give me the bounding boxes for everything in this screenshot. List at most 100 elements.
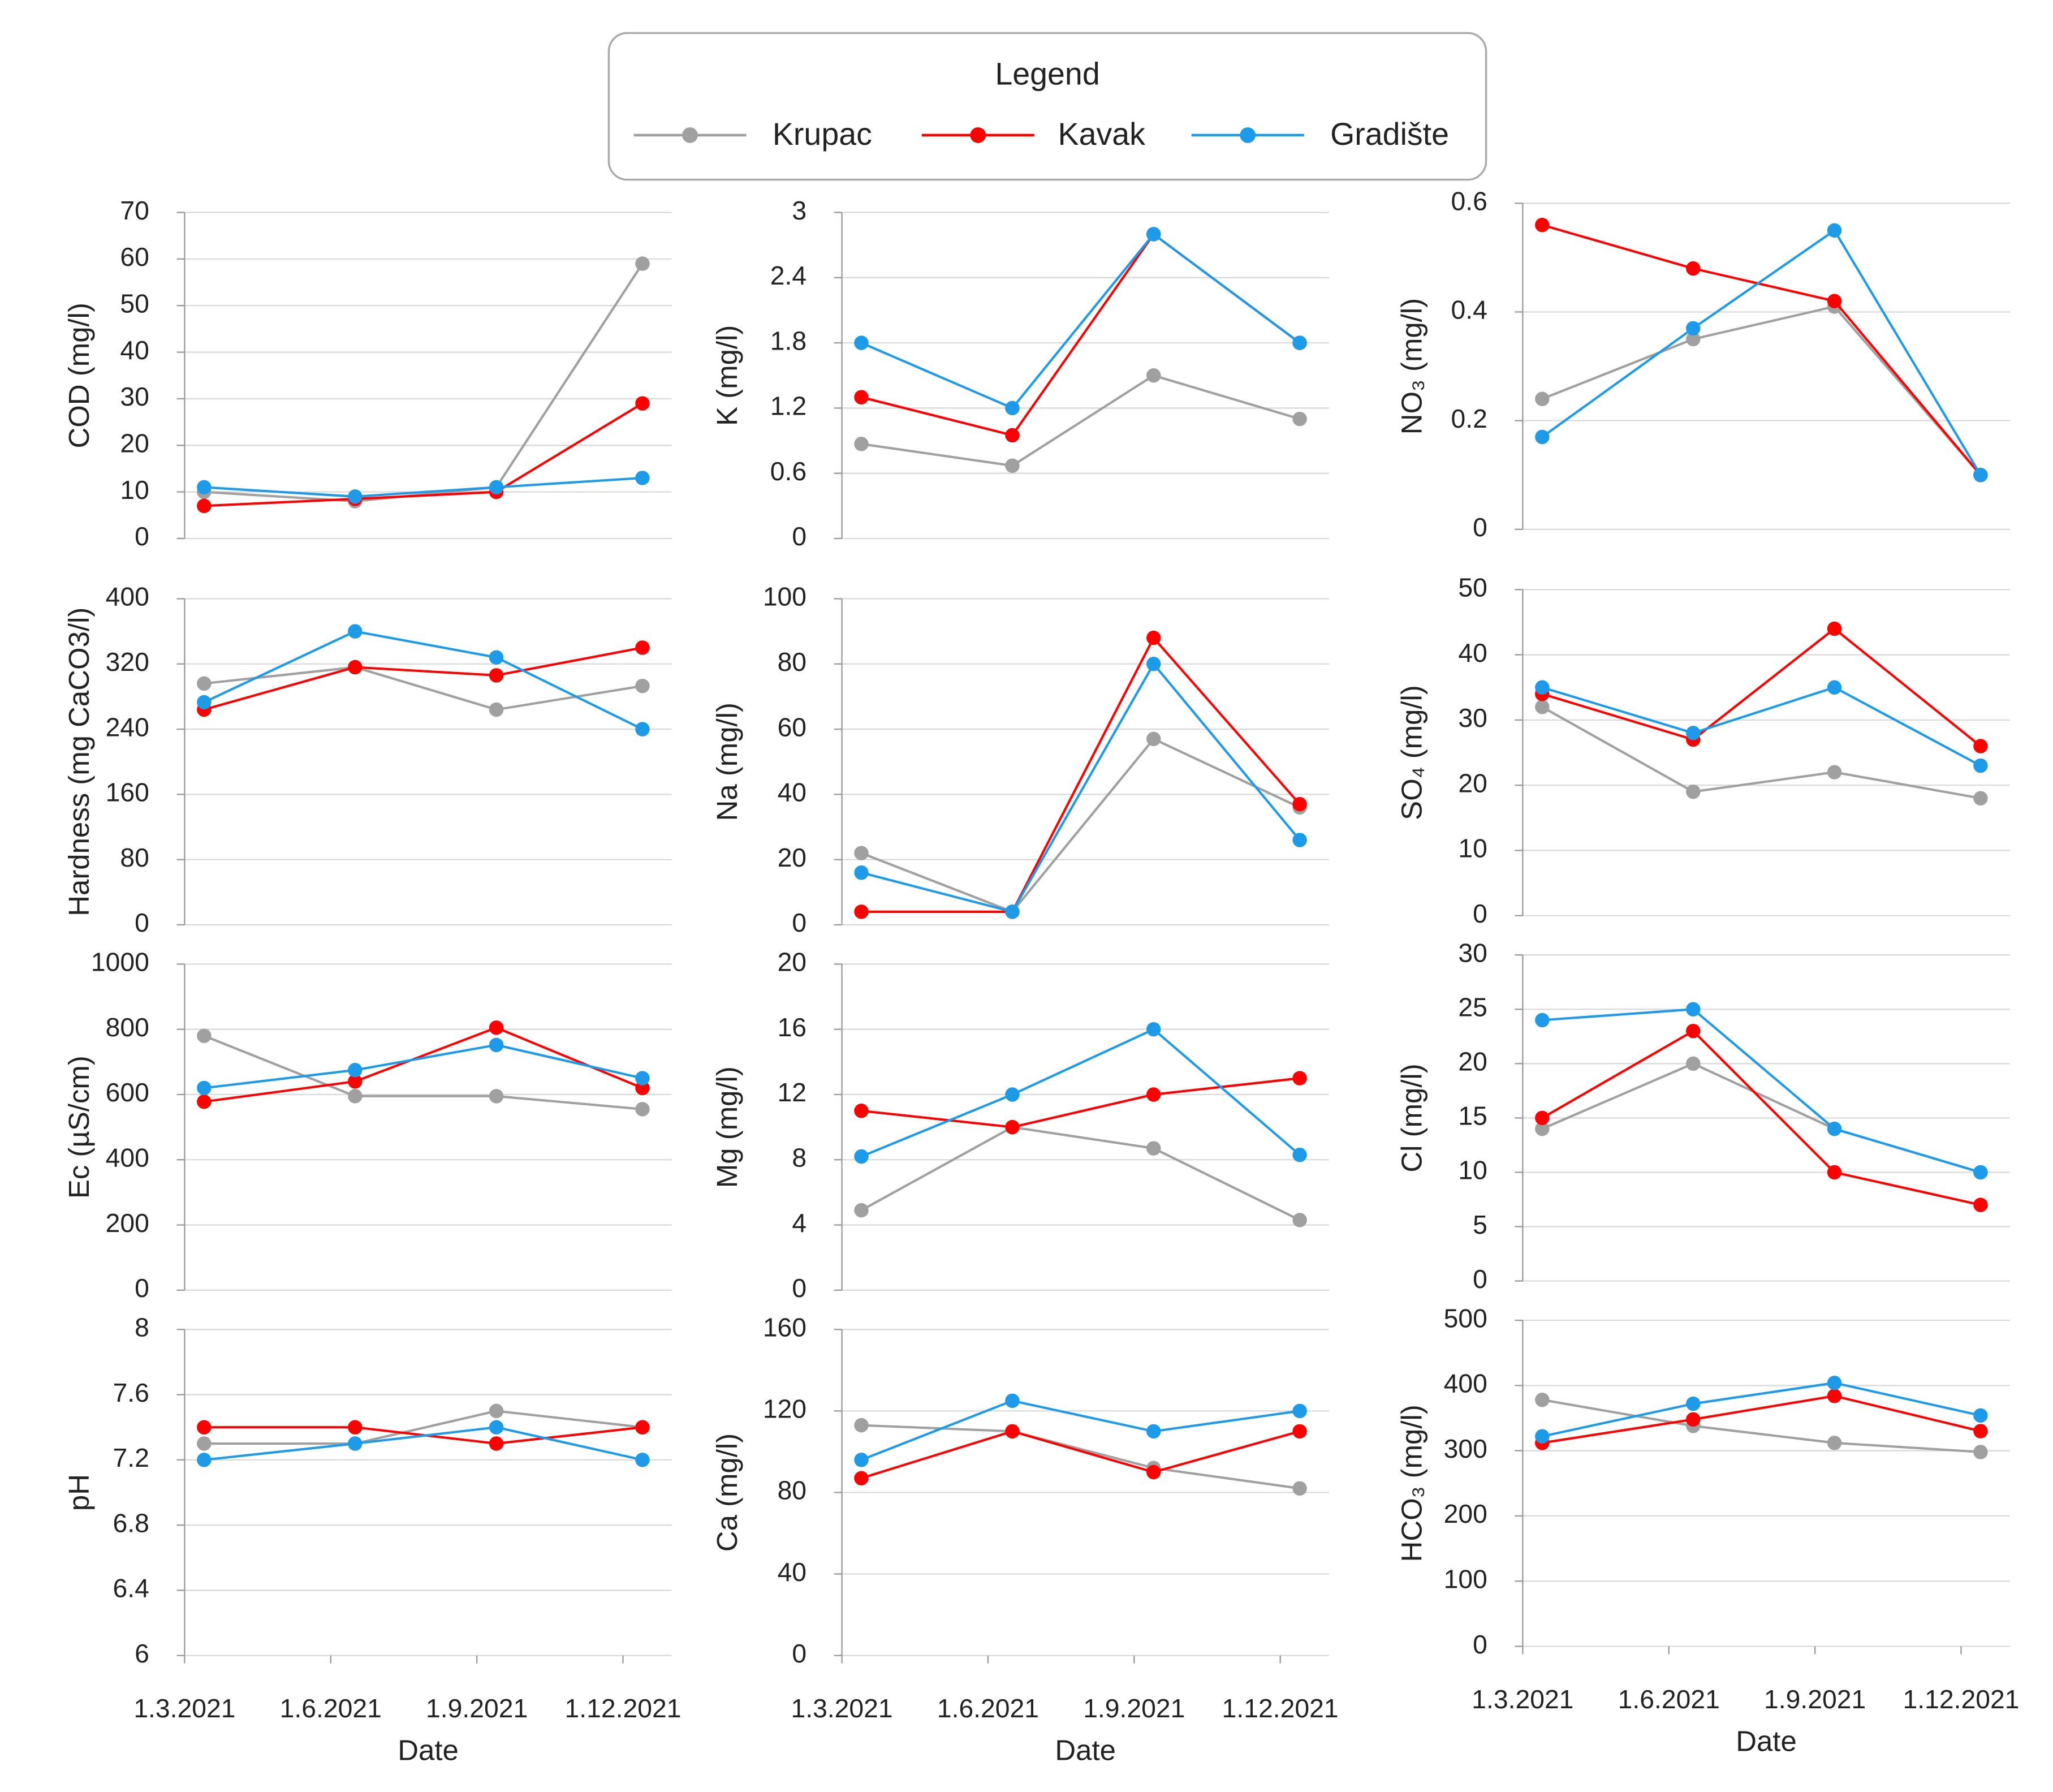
data-point [1292, 335, 1307, 350]
x-tick-label: 1.3.2021 [133, 1694, 235, 1723]
y-tick-label: 25 [1458, 992, 1487, 1022]
data-point [1973, 739, 1988, 753]
data-point [1686, 261, 1701, 276]
data-point [489, 1020, 504, 1035]
series-line [861, 232, 1301, 437]
data-point [854, 390, 869, 404]
data-point [854, 1104, 869, 1118]
data-point [1973, 1165, 1988, 1180]
data-point [854, 1418, 869, 1433]
series-line [861, 662, 1301, 914]
x-tick-label: 1.9.2021 [426, 1694, 528, 1723]
data-point [1827, 1165, 1842, 1180]
data-point [1827, 621, 1842, 636]
data-point [489, 1420, 504, 1435]
data-point [854, 904, 869, 919]
series-line [204, 1426, 643, 1461]
data-point [1686, 331, 1701, 347]
y-tick-label: 60 [120, 242, 149, 272]
series-line [1542, 305, 1982, 476]
legend-marker [1240, 127, 1256, 143]
y-tick-label: 20 [778, 843, 807, 872]
y-tick-label: 0 [792, 1273, 806, 1303]
y-tick-label: 16 [778, 1013, 807, 1042]
series-line [861, 1028, 1301, 1158]
series-line [861, 374, 1300, 467]
y-axis-label: Ca (mg/l) [711, 1433, 743, 1552]
series-line [861, 1077, 1300, 1128]
y-tick-label: 7.2 [113, 1443, 149, 1472]
data-point [489, 1403, 504, 1419]
data-point [197, 1453, 212, 1467]
y-tick-label: 6.4 [113, 1574, 149, 1603]
y-tick-label: 0 [1473, 1264, 1487, 1294]
y-axis-label: Cl (mg/l) [1396, 1063, 1428, 1172]
y-tick-label: 300 [1444, 1434, 1487, 1463]
data-point [854, 846, 869, 860]
y-tick-label: 0.6 [1451, 187, 1487, 216]
y-tick-label: 600 [106, 1078, 149, 1107]
series-line [861, 737, 1300, 914]
data-point [635, 722, 650, 736]
y-tick-label: 15 [1458, 1101, 1487, 1131]
y-tick-label: 400 [1444, 1369, 1487, 1398]
x-tick-label: 1.12.2021 [1222, 1694, 1339, 1723]
data-point [635, 1102, 650, 1117]
legend-title: Legend [995, 56, 1099, 91]
y-tick-label: 1000 [91, 947, 149, 977]
y-tick-label: 12 [778, 1078, 807, 1107]
legend-label: Gradište [1330, 117, 1449, 152]
y-tick-label: 70 [120, 196, 149, 225]
data-point [1146, 1424, 1161, 1439]
y-tick-label: 0 [135, 908, 149, 937]
y-tick-label: 40 [778, 1557, 807, 1587]
data-point [1535, 1110, 1550, 1126]
data-point [348, 1089, 363, 1104]
y-tick-label: 30 [120, 382, 149, 411]
x-tick-label: 1.3.2021 [1472, 1685, 1573, 1714]
y-tick-label: 10 [1458, 834, 1487, 863]
legend-marker [970, 127, 986, 143]
data-point [1146, 657, 1161, 671]
y-tick-label: 20 [1458, 1047, 1487, 1076]
data-point [1973, 758, 1988, 773]
data-point [1005, 1087, 1020, 1102]
y-tick-label: 20 [120, 429, 149, 458]
y-tick-label: 80 [778, 1476, 807, 1505]
y-tick-label: 0 [792, 1639, 806, 1668]
series-line [204, 1410, 643, 1445]
data-point [1146, 1022, 1161, 1037]
data-point [1292, 1424, 1307, 1439]
data-point [489, 480, 504, 495]
y-tick-label: 1.2 [770, 391, 806, 421]
y-tick-label: 20 [778, 947, 807, 977]
series-line [1542, 1008, 1981, 1174]
data-point [1973, 1197, 1988, 1212]
y-tick-label: 8 [135, 1313, 149, 1342]
x-tick-label: 1.6.2021 [937, 1694, 1039, 1723]
data-point [489, 1089, 504, 1104]
y-tick-label: 320 [106, 647, 149, 677]
data-point [854, 437, 869, 451]
data-point [197, 1420, 212, 1435]
legend-marker [682, 127, 698, 143]
y-tick-label: 240 [106, 712, 149, 742]
data-point [1292, 796, 1307, 812]
data-point [1146, 1141, 1161, 1156]
data-point [854, 1203, 869, 1218]
data-point [348, 1062, 363, 1078]
y-axis-label: Ec (µS/cm) [63, 1056, 95, 1199]
data-point [1686, 784, 1701, 799]
data-point [1292, 1213, 1307, 1227]
y-tick-label: 100 [763, 582, 806, 611]
y-tick-label: 40 [778, 778, 807, 807]
series-line [1541, 229, 1982, 476]
series-line [861, 1399, 1300, 1461]
data-point [197, 498, 212, 514]
x-axis-label: Date [398, 1734, 459, 1766]
data-point [635, 1420, 650, 1435]
data-point [635, 1453, 650, 1467]
series-line [204, 1044, 643, 1089]
